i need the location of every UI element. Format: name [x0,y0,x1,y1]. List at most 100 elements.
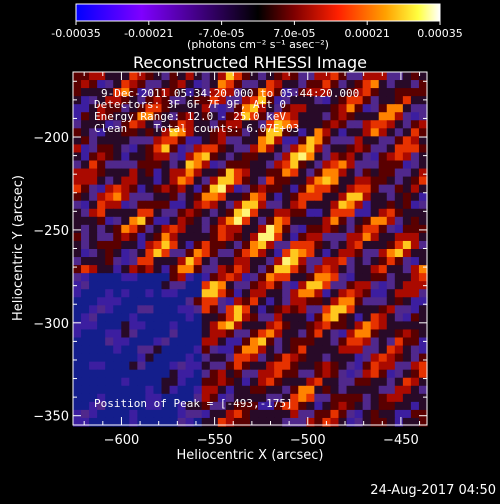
heatmap-cell [129,321,138,331]
heatmap-cell [418,152,428,162]
heatmap-cell [314,232,324,242]
heatmap-cell [402,136,412,146]
heatmap-cell [89,208,98,218]
heatmap-cell [169,353,179,363]
heatmap-cell [73,321,82,331]
heatmap-cell [113,321,122,331]
heatmap-cell [217,297,227,306]
heatmap-cell [185,257,195,266]
heatmap-cell [73,168,82,178]
heatmap-cell [370,136,380,146]
heatmap-cell [274,88,283,97]
heatmap-cell [89,281,98,290]
heatmap-cell [362,265,372,274]
heatmap-cell [145,128,155,137]
heatmap-cell [217,353,227,363]
heatmap-cell [209,417,219,427]
heatmap-cell [193,393,203,403]
heatmap-cell [225,321,235,331]
heatmap-cell [298,240,307,250]
heatmap-cell [105,393,114,403]
heatmap-cell [298,401,307,411]
heatmap-cell [402,297,412,306]
heatmap-cell [378,192,388,202]
heatmap-cell [306,168,315,178]
heatmap-cell [290,96,299,105]
heatmap-cell [330,216,340,226]
heatmap-cell [169,112,179,121]
heatmap-cell [418,409,428,419]
heatmap-cell [113,265,122,274]
heatmap-cell [298,377,307,387]
heatmap-cell [113,289,122,298]
heatmap-cell [89,417,98,427]
heatmap-cell [137,289,147,298]
heatmap-cell [282,409,291,419]
heatmap-cell [73,265,82,274]
heatmap-cell [394,401,404,411]
heatmap-cell [346,401,356,411]
heatmap-cell [169,80,179,89]
heatmap-cell [105,208,114,218]
heatmap-cell [73,257,82,266]
heatmap-cell [241,136,251,146]
heatmap-cell [274,80,283,89]
heatmap-cell [306,393,315,403]
heatmap-cell [346,88,356,97]
heatmap-cell [217,281,227,290]
heatmap-cell [322,200,332,210]
heatmap-cell [370,160,380,170]
heatmap-cell [266,152,275,162]
heatmap-cell [258,377,267,387]
heatmap-cell [290,377,299,387]
heatmap-cell [394,96,404,105]
heatmap-cell [161,345,171,355]
heatmap-cell [97,417,106,427]
heatmap-cell [153,377,163,387]
heatmap-cell [121,128,130,137]
heatmap-cell [322,329,332,339]
heatmap-cell [225,232,235,242]
heatmap-cell [410,160,420,170]
heatmap-cell [121,409,130,419]
heatmap-cell [121,313,130,323]
heatmap-cell [386,281,396,290]
heatmap-cell [185,249,195,258]
heatmap-cell [322,224,332,234]
heatmap-cell [145,273,155,282]
heatmap-cell [410,80,420,89]
heatmap-cell [394,104,404,113]
heatmap-cell [250,289,259,298]
colorbar-tick-label: -7.0e-05 [198,27,244,40]
heatmap-cell [161,200,171,210]
heatmap-cell [97,96,106,105]
heatmap-cell [121,96,130,105]
heatmap-cell [322,353,332,363]
heatmap-cell [378,409,388,419]
heatmap-cell [418,401,428,411]
heatmap-cell [290,208,299,218]
heatmap-cell [209,361,219,371]
heatmap-cell [370,240,380,250]
heatmap-cell [306,128,315,137]
heatmap-cell [81,321,90,331]
heatmap-cell [282,401,291,411]
heatmap-cell [177,80,187,89]
heatmap-cell [370,297,380,306]
heatmap-cell [298,112,307,121]
heatmap-cell [394,273,404,282]
heatmap-cell [418,176,428,186]
heatmap-cell [185,200,195,210]
heatmap-cell [410,128,420,137]
heatmap-cell [402,152,412,162]
heatmap-cell [193,409,203,419]
heatmap-cell [306,401,315,411]
heatmap-cell [330,353,340,363]
heatmap-cell [169,200,179,210]
heatmap-cell [394,321,404,331]
heatmap-cell [418,80,428,89]
heatmap-cell [201,329,211,339]
heatmap-cell [386,72,396,81]
heatmap-cell [241,184,251,194]
heatmap-cell [378,289,388,298]
